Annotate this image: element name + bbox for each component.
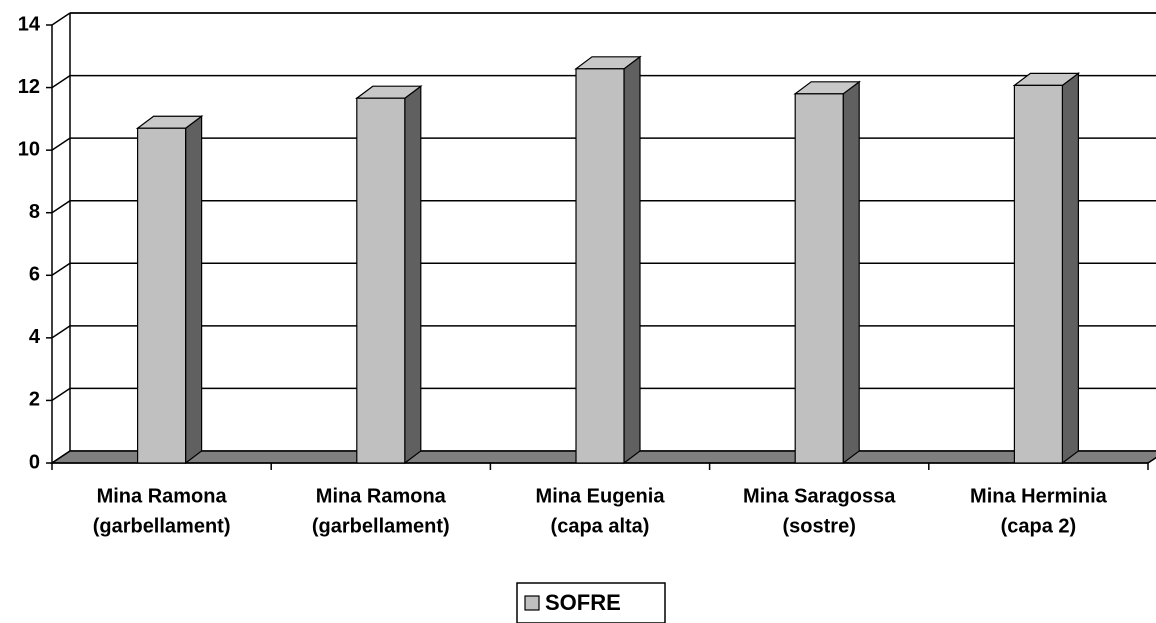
bar-side xyxy=(623,55,641,465)
legend-swatch xyxy=(524,595,540,611)
x-tick-label: Mina Ramona xyxy=(316,485,447,507)
tick-diagonal xyxy=(51,262,71,276)
y-tick-label: 12 xyxy=(18,76,40,98)
bar xyxy=(137,127,187,464)
legend-label: SOFRE xyxy=(545,590,621,615)
y-tick-label: 4 xyxy=(29,326,41,348)
bar xyxy=(356,97,406,464)
x-tick-label: Mina Ramona xyxy=(97,485,228,507)
bar xyxy=(575,68,625,464)
x-tick-label: (capa 2) xyxy=(1001,515,1077,537)
tick-diagonal xyxy=(51,325,71,339)
tick-diagonal xyxy=(51,12,71,26)
y-tick-label: 6 xyxy=(29,264,40,286)
bar-side xyxy=(185,115,203,465)
bar xyxy=(794,93,844,464)
bar-side xyxy=(1061,72,1080,465)
x-tick-label: (garbellament) xyxy=(93,515,231,537)
y-tick-label: 14 xyxy=(18,13,41,35)
y-tick-label: 2 xyxy=(29,389,40,411)
y-tick-label: 8 xyxy=(29,201,40,223)
x-tick-label: (garbellament) xyxy=(312,515,450,537)
x-tick-label: Mina Herminia xyxy=(970,485,1108,507)
tick-diagonal xyxy=(51,74,71,89)
y-tick-label: 0 xyxy=(29,451,40,473)
y-tick-label: 10 xyxy=(18,138,40,160)
bar-side xyxy=(404,85,422,465)
tick-diagonal xyxy=(51,200,71,214)
tick-diagonal xyxy=(51,387,71,402)
bar-side xyxy=(842,80,860,465)
bar xyxy=(1013,84,1064,464)
legend-box xyxy=(516,582,666,623)
x-tick-label: (sostre) xyxy=(783,515,856,537)
x-tick-label: Mina Eugenia xyxy=(536,485,666,507)
tick-diagonal xyxy=(51,137,71,151)
x-tick-label: Mina Saragossa xyxy=(743,485,896,507)
x-tick-label: (capa alta) xyxy=(551,515,650,537)
